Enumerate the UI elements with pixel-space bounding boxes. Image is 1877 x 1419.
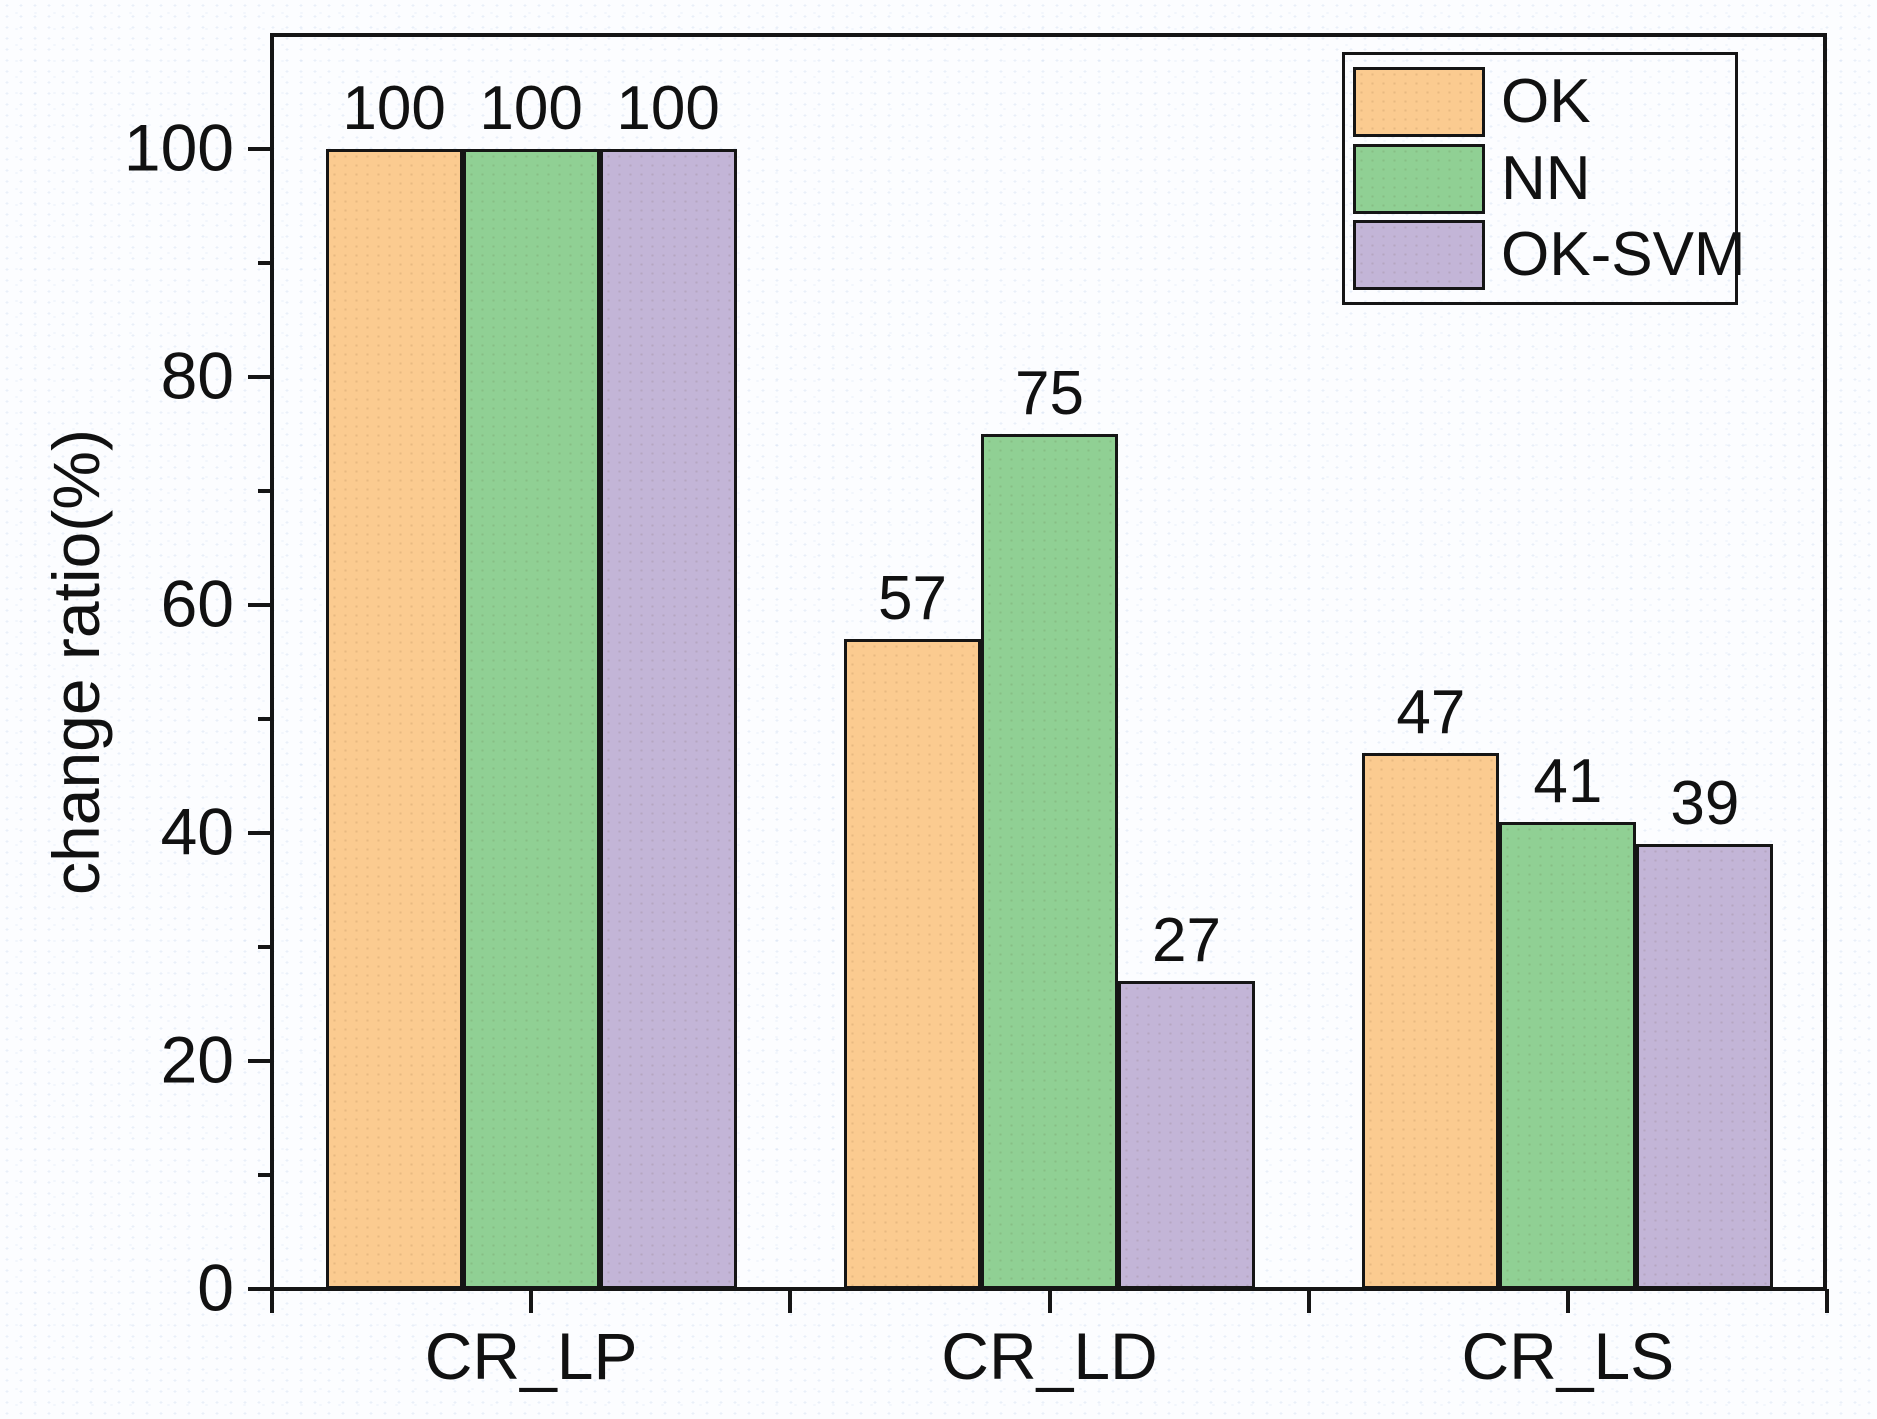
y-minor-tick — [258, 945, 272, 949]
bar-value-label: 100 — [616, 73, 720, 143]
y-minor-tick — [258, 1173, 272, 1177]
bar-value-label: 41 — [1533, 746, 1603, 816]
bar-ok-cr_ls — [1362, 753, 1500, 1289]
y-major-tick — [248, 375, 272, 379]
legend-item-ok: OK — [1353, 67, 1727, 137]
y-major-tick — [248, 1287, 272, 1291]
legend-label-ok: OK — [1501, 67, 1591, 136]
bar-value-label: 47 — [1396, 678, 1466, 748]
legend-item-nn: NN — [1353, 143, 1727, 214]
legend-swatch-ok — [1353, 67, 1485, 137]
bar-ok-svm-cr_lp — [599, 149, 737, 1289]
bar-nn-cr_ls — [1499, 821, 1637, 1289]
y-tick-label: 60 — [160, 566, 234, 641]
y-minor-tick — [258, 489, 272, 493]
y-tick-label: 100 — [123, 110, 234, 185]
legend-swatch-ok-svm — [1353, 220, 1485, 290]
bar-ok-cr_ld — [844, 639, 981, 1289]
x-tick — [1306, 1289, 1311, 1313]
y-major-tick — [248, 1059, 272, 1063]
bar-value-label: 100 — [479, 73, 583, 143]
legend: OK NN OK-SVM — [1342, 52, 1746, 305]
bar-nn-cr_lp — [462, 149, 600, 1289]
y-tick-label: 0 — [197, 1250, 234, 1325]
x-tick — [529, 1289, 534, 1313]
y-tick-label: 80 — [160, 338, 234, 413]
bar-ok-svm-cr_ld — [1118, 981, 1255, 1289]
y-tick-label: 40 — [160, 794, 234, 869]
bar-value-label: 39 — [1670, 769, 1740, 839]
x-tick — [788, 1289, 793, 1313]
legend-item-ok-svm: OK-SVM — [1353, 220, 1746, 290]
legend-swatch-nn — [1353, 143, 1485, 214]
y-tick-label: 20 — [160, 1022, 234, 1097]
legend-label-nn: NN — [1501, 143, 1591, 213]
x-tick — [1047, 1289, 1052, 1313]
bar-value-label: 27 — [1152, 906, 1221, 976]
bar-ok-svm-cr_ls — [1636, 844, 1774, 1289]
y-minor-tick — [258, 261, 272, 265]
y-major-tick — [248, 603, 272, 607]
x-category-label-cr_ld: CR_LD — [941, 1319, 1158, 1393]
bar-ok-cr_lp — [325, 149, 463, 1289]
y-minor-tick — [258, 717, 272, 721]
y-major-tick — [248, 147, 272, 151]
x-category-label-cr_ls: CR_LS — [1461, 1319, 1675, 1393]
bar-value-label: 100 — [342, 73, 446, 143]
x-category-label-cr_lp: CR_LP — [424, 1319, 638, 1393]
bar-value-label: 75 — [1015, 358, 1084, 428]
legend-label-ok-svm: OK-SVM — [1501, 220, 1746, 289]
x-tick — [1565, 1289, 1570, 1313]
bar-value-label: 57 — [878, 564, 947, 634]
y-major-tick — [248, 831, 272, 835]
x-tick — [270, 1289, 274, 1313]
x-tick — [1825, 1289, 1829, 1313]
bar-nn-cr_ld — [981, 434, 1118, 1289]
